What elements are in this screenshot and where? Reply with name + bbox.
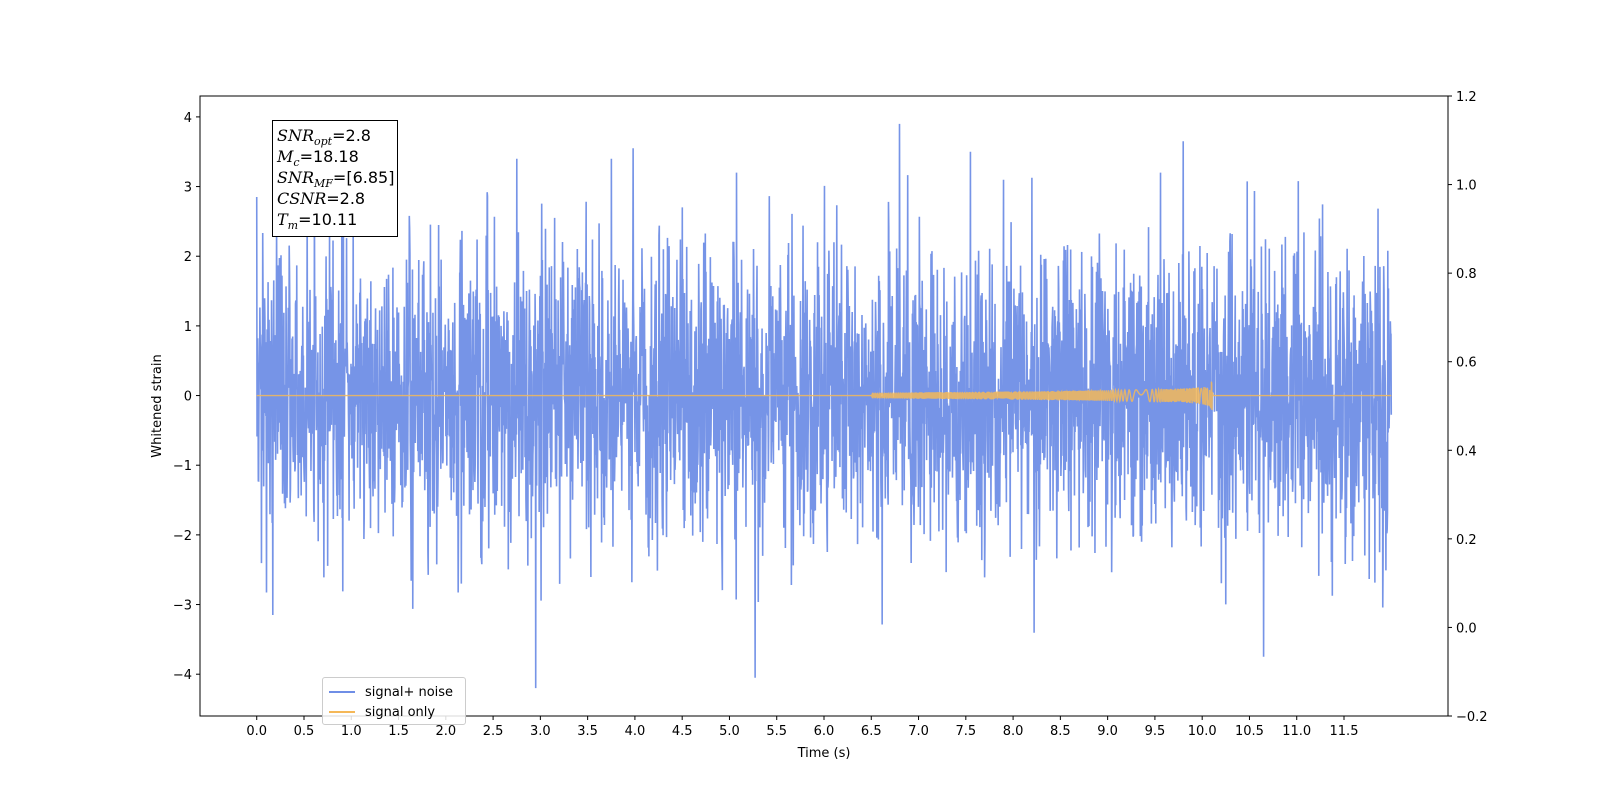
x-tick-label: 10.0 [1188,724,1217,739]
x-tick-label: 10.5 [1235,724,1264,739]
y2-tick-label: 0.6 [1456,356,1477,371]
y2-tick-label: 0.2 [1456,533,1477,548]
y2-tick-label: 0.8 [1456,267,1477,282]
y2-tick-label: 0.0 [1456,621,1477,636]
chirp-mass-annotation: Mc=18.18 [277,147,359,170]
y-axis-right: −0.2 0.0 0.2 0.4 0.6 0.8 1.0 1.2 [1448,90,1488,725]
x-tick-label: 0.0 [246,724,267,739]
legend-label-signal-only: signal only [365,704,436,720]
x-tick-label: 4.0 [625,724,646,739]
x-tick-label: 11.5 [1330,724,1359,739]
y-axis-label: Whitened strain [150,354,165,457]
y-tick-label: −1 [173,459,192,474]
x-tick-label: 1.0 [341,724,362,739]
y-tick-label: 2 [184,250,192,265]
x-tick-label: 3.0 [530,724,551,739]
x-tick-label: 5.0 [719,724,740,739]
x-tick-label: 6.0 [814,724,835,739]
legend-item-signal-noise: signal+ noise [329,683,453,701]
x-tick-label: 7.5 [955,724,976,739]
legend-swatch-signal-only [329,711,355,713]
x-tick-label: 8.5 [1050,724,1071,739]
y-tick-label: −4 [173,668,192,683]
x-tick-label: 8.0 [1003,724,1024,739]
series-signal-only-line [256,381,1392,411]
legend: signal+ noise signal only [322,677,466,725]
y-tick-label: −2 [173,529,192,544]
legend-swatch-signal-noise [329,691,355,693]
series-signal-noise-line [255,123,1393,689]
x-tick-label: 6.5 [861,724,882,739]
snr-mf-annotation: SNRMF=[6.85] [277,168,395,191]
x-tick-label: 9.5 [1145,724,1166,739]
x-tick-label: 4.5 [672,724,693,739]
x-tick-label: 7.0 [908,724,929,739]
y-tick-label: 4 [184,111,192,126]
y2-tick-label: 0.4 [1456,444,1477,459]
y-tick-label: 1 [184,320,192,335]
y2-tick-label: 1.0 [1456,179,1477,194]
x-axis: 0.0 0.5 1.0 1.5 2.0 2.5 3.0 3.5 4.0 4.5 5.0 5.5 6.0 6… [246,716,1358,739]
x-tick-label: 2.0 [435,724,456,739]
y-tick-label: −3 [173,599,192,614]
y2-tick-label: −0.2 [1456,710,1488,725]
y-axis-left: −4 −3 −2 −1 0 1 2 3 4 [173,111,200,683]
snr-opt-annotation: SNRopt=2.8 [277,126,371,149]
y-tick-label: 3 [184,181,192,196]
series-layer [255,123,1393,689]
x-tick-label: 5.5 [766,724,787,739]
annotation-box: SNRopt=2.8 Mc=18.18 SNRMF=[6.85] CSNR=2.… [272,120,398,237]
x-tick-label: 11.0 [1282,724,1311,739]
x-tick-label: 9.0 [1097,724,1118,739]
x-tick-label: 0.5 [294,724,315,739]
x-tick-label: 1.5 [388,724,409,739]
x-tick-label: 2.5 [483,724,504,739]
merger-time-annotation: Tm=10.11 [277,210,358,233]
y-tick-label: 0 [184,390,192,405]
csnr-annotation: CSNR=2.8 [277,189,366,208]
y2-tick-label: 1.2 [1456,90,1477,105]
legend-item-signal-only: signal only [329,703,435,721]
x-tick-label: 3.5 [577,724,598,739]
x-axis-label: Time (s) [797,746,851,761]
legend-label-signal-noise: signal+ noise [365,684,454,700]
